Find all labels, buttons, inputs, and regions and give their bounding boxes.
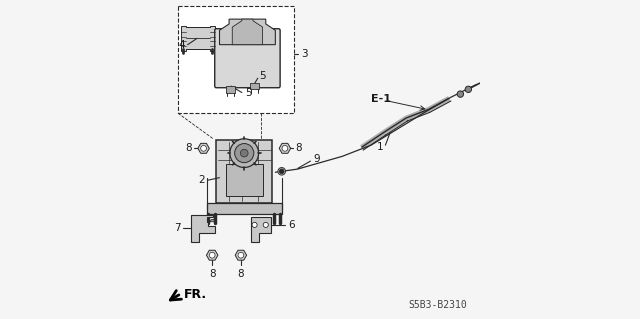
Text: 7: 7 — [173, 223, 180, 233]
Circle shape — [252, 222, 257, 227]
Circle shape — [263, 222, 268, 227]
Polygon shape — [235, 250, 246, 260]
Circle shape — [457, 91, 463, 97]
Text: E-1: E-1 — [371, 94, 391, 104]
Circle shape — [238, 252, 244, 258]
Bar — [226, 86, 236, 93]
Polygon shape — [220, 19, 275, 45]
Circle shape — [230, 139, 259, 167]
Circle shape — [235, 144, 254, 163]
Circle shape — [201, 145, 207, 151]
Circle shape — [241, 149, 248, 157]
Bar — [207, 203, 282, 214]
Polygon shape — [279, 143, 291, 153]
Polygon shape — [191, 215, 215, 242]
Text: 1: 1 — [376, 142, 383, 152]
Text: 2: 2 — [198, 175, 205, 185]
Circle shape — [209, 252, 215, 258]
Text: 5: 5 — [245, 87, 252, 98]
Text: FR.: FR. — [184, 288, 207, 301]
Circle shape — [465, 86, 472, 93]
Circle shape — [280, 169, 284, 174]
Bar — [226, 164, 262, 196]
FancyBboxPatch shape — [215, 29, 280, 88]
Text: 8: 8 — [296, 143, 302, 153]
Polygon shape — [232, 19, 262, 45]
Polygon shape — [181, 26, 215, 51]
Text: 3: 3 — [301, 49, 307, 59]
Text: 8: 8 — [209, 269, 216, 278]
Text: 8: 8 — [185, 143, 191, 153]
Text: S5B3-B2310: S5B3-B2310 — [409, 300, 467, 310]
Polygon shape — [210, 219, 214, 222]
Bar — [178, 6, 294, 113]
Circle shape — [278, 167, 285, 175]
Polygon shape — [198, 143, 209, 153]
Polygon shape — [252, 217, 271, 242]
FancyBboxPatch shape — [216, 140, 272, 203]
Circle shape — [282, 145, 288, 151]
Text: 6: 6 — [288, 220, 295, 230]
Polygon shape — [207, 250, 218, 260]
Text: 5: 5 — [259, 71, 266, 81]
Text: 4: 4 — [179, 40, 186, 50]
Text: 8: 8 — [237, 269, 244, 278]
Bar — [250, 83, 259, 89]
Text: 9: 9 — [313, 154, 319, 165]
